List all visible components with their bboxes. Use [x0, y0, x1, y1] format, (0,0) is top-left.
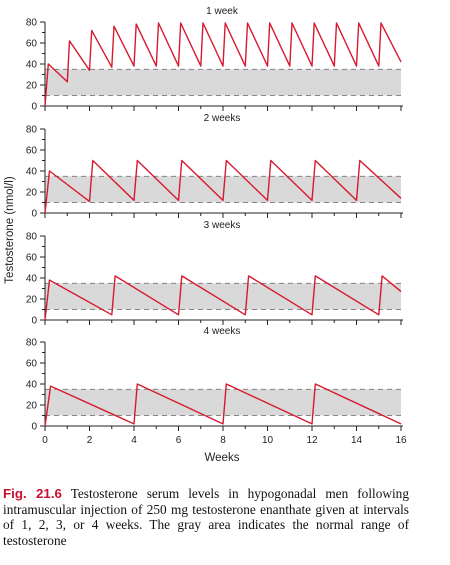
panel-label: 2 weeks — [204, 113, 241, 124]
y-tick-label: 20 — [26, 188, 38, 199]
y-tick-label: 40 — [26, 167, 38, 178]
y-tick-label: 40 — [26, 380, 38, 391]
y-tick-label: 40 — [26, 60, 38, 71]
y-tick-label: 80 — [26, 338, 38, 349]
y-tick-label: 60 — [26, 359, 38, 370]
x-tick-label: 10 — [262, 435, 274, 446]
y-tick-label: 0 — [31, 209, 37, 220]
figure-label: Fig. 21.6 — [3, 486, 62, 501]
series-line-2-week — [44, 159, 402, 214]
y-tick-label: 80 — [26, 18, 38, 29]
panel-label: 4 weeks — [204, 326, 241, 337]
y-tick-label: 0 — [31, 102, 37, 113]
x-tick-label: 6 — [176, 435, 182, 446]
y-tick-label: 40 — [26, 274, 38, 285]
x-tick-label: 8 — [220, 435, 226, 446]
y-tick-label: 60 — [26, 39, 38, 50]
y-tick-label: 20 — [26, 401, 38, 412]
panel-label: 1 week — [206, 6, 239, 17]
x-tick-label: 0 — [42, 435, 48, 446]
x-axis-title: Weeks — [205, 452, 240, 464]
series-line-1-week — [44, 22, 402, 107]
normal-range-band — [45, 69, 401, 96]
y-tick-label: 0 — [31, 316, 37, 327]
y-tick-label: 80 — [26, 232, 38, 243]
y-axis-title: Testosterone (nmol/l) — [4, 176, 16, 284]
y-tick-label: 60 — [26, 253, 38, 264]
normal-range-band — [45, 389, 401, 416]
x-tick-label: 14 — [351, 435, 363, 446]
series-line-3-week — [44, 275, 402, 321]
figure-caption: Fig. 21.6 Testosterone serum levels in h… — [3, 486, 409, 548]
y-tick-label: 20 — [26, 295, 38, 306]
figure-caption-text: Testosterone serum levels in hypogonadal… — [3, 486, 409, 548]
x-tick-label: 12 — [306, 435, 318, 446]
y-tick-label: 60 — [26, 146, 38, 157]
series-line-4-week — [44, 383, 402, 427]
y-tick-label: 0 — [31, 422, 37, 433]
x-tick-label: 4 — [131, 435, 137, 446]
panel-label: 3 weeks — [204, 220, 241, 231]
x-tick-label: 2 — [87, 435, 93, 446]
normal-range-band — [45, 283, 401, 310]
x-tick-label: 16 — [395, 435, 407, 446]
y-tick-label: 20 — [26, 81, 38, 92]
y-tick-label: 80 — [26, 125, 38, 136]
